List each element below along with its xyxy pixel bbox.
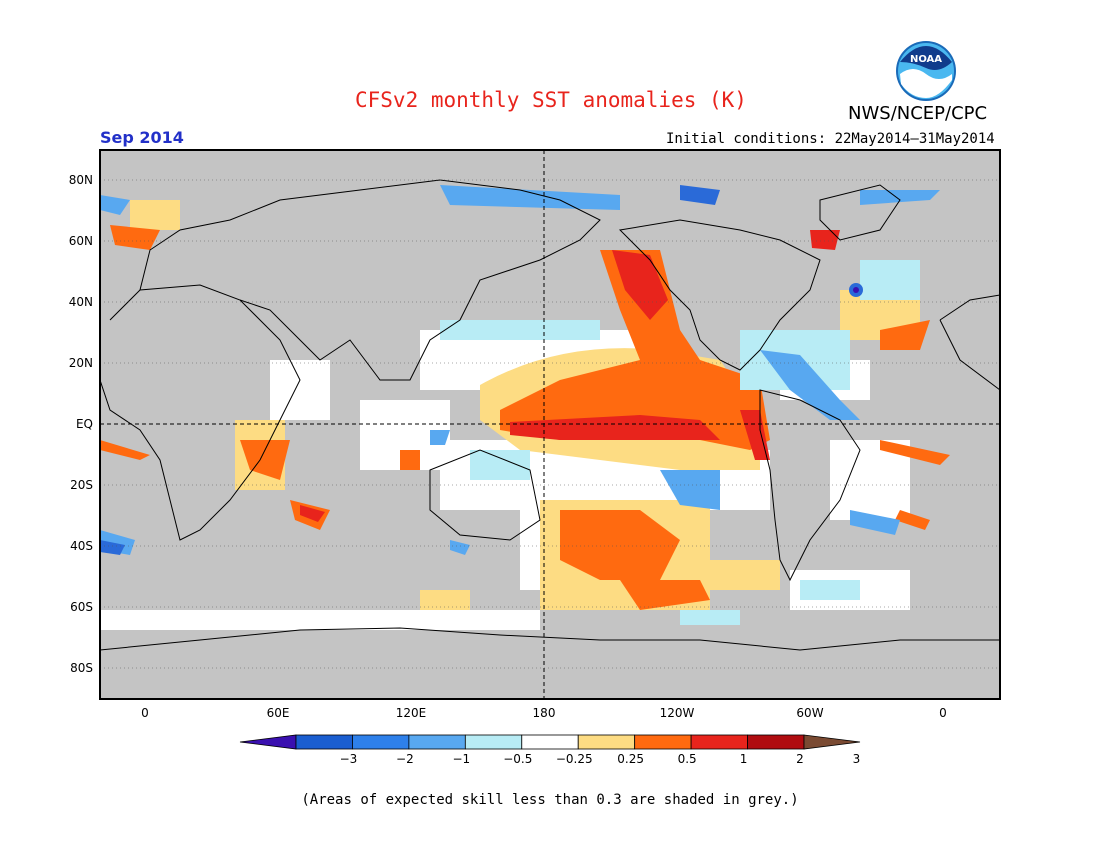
strong-warm-regions [300, 230, 840, 522]
chart-title: CFSv2 monthly SST anomalies (K) [355, 88, 747, 112]
coastlines [100, 179, 1000, 651]
noaa-logo-icon: NOAA [896, 41, 956, 101]
colorbar-swatch [634, 734, 692, 750]
colorbar-swatch [577, 734, 636, 750]
map-field [100, 150, 1000, 699]
lat-label: 20S [70, 478, 93, 492]
colorbar-tick-label: 0.5 [678, 752, 697, 766]
longitude-labels: 0 60E 120E 180 120W 60W 0 [141, 706, 947, 720]
colorbar-tick-label: 1 [740, 752, 748, 766]
lat-label: 60S [70, 600, 93, 614]
logo-text: NOAA [910, 54, 942, 65]
lat-label: 80N [69, 173, 93, 187]
cool-regions [100, 185, 940, 555]
lon-label: 60E [267, 706, 290, 720]
colorbar-swatch [521, 734, 579, 750]
colorbar-tick-label: −0.5 [503, 752, 532, 766]
skill-note: (Areas of expected skill less than 0.3 a… [301, 792, 799, 808]
lon-label: 120E [396, 706, 427, 720]
colorbar-tick-label: −3 [340, 752, 358, 766]
colorbar-swatch [690, 734, 748, 750]
lon-label: 0 [141, 706, 149, 720]
colorbar-tick-label: −0.25 [556, 752, 593, 766]
forecast-month: Sep 2014 [100, 128, 184, 147]
colorbar-swatch [408, 734, 466, 750]
lon-label: 120W [660, 706, 695, 720]
map-frame [99, 149, 1001, 700]
initial-conditions: Initial conditions: 22May2014–31May2014 [666, 131, 995, 147]
colorbar-tick-label: −1 [452, 752, 470, 766]
lat-label: EQ [76, 417, 93, 431]
lat-label: 40N [69, 295, 93, 309]
colorbar-swatch [464, 734, 523, 750]
latitude-labels: 80N 60N 40N 20N EQ 20S 40S 60S 80S [69, 173, 93, 675]
colorbar-high-arrow [803, 734, 861, 750]
colorbar-tick-label: 3 [853, 752, 861, 766]
lon-label: 0 [939, 706, 947, 720]
lat-label: 40S [70, 539, 93, 553]
colorbar-tick-label: 0.25 [617, 752, 644, 766]
extreme-cool-spot [853, 287, 859, 293]
agency-label: NWS/NCEP/CPC [848, 103, 988, 124]
colorbar-swatch [295, 734, 353, 750]
lon-label: 60W [796, 706, 823, 720]
strong-cool-regions [100, 185, 863, 555]
lat-label: 80S [70, 661, 93, 675]
lat-label: 60N [69, 234, 93, 248]
colorbar-low-arrow [239, 734, 297, 750]
colorbar-swatch [352, 734, 410, 750]
lat-label: 20N [69, 356, 93, 370]
colorbar-tick-label: 2 [796, 752, 804, 766]
colorbar: −3 −2 −1 −0.5 −0.25 0.25 0.5 1 2 3 [239, 734, 861, 766]
colorbar-swatch [747, 734, 805, 750]
colorbar-tick-label: −2 [396, 752, 414, 766]
lon-label: 180 [533, 706, 556, 720]
